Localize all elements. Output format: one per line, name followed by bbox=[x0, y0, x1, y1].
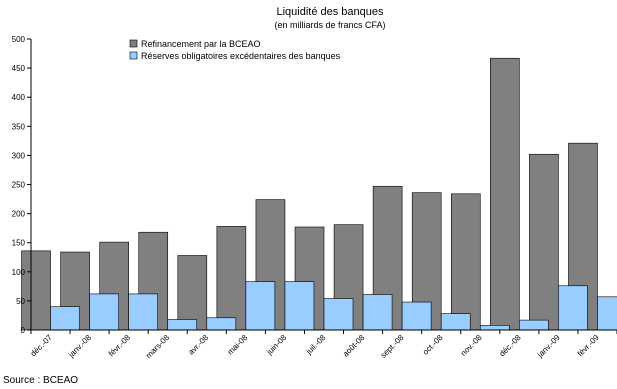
legend-swatch-1 bbox=[129, 51, 138, 60]
bar-refinancement-4 bbox=[177, 255, 208, 331]
chart-legend: Refinancement par la BCEAO Réserves oblig… bbox=[129, 39, 341, 61]
x-tick-label: déc.-07 bbox=[29, 333, 55, 359]
x-tick-label: avr.-08 bbox=[187, 333, 211, 357]
legend-label-0: Refinancement par la BCEAO bbox=[141, 39, 261, 49]
bar-reserves-3 bbox=[167, 319, 198, 331]
x-tick-label: sept.-08 bbox=[379, 333, 406, 360]
bar-reserves-0 bbox=[50, 306, 80, 331]
bar-reserves-7 bbox=[323, 298, 354, 331]
y-tick-label: 150 bbox=[12, 239, 26, 248]
y-tick-label: 50 bbox=[16, 297, 25, 306]
bar-reserves-12 bbox=[519, 319, 549, 331]
x-tick-label: déc.-08 bbox=[498, 333, 524, 359]
bar-refinancement-0 bbox=[21, 250, 51, 331]
legend-swatch-0 bbox=[129, 39, 138, 48]
bar-refinancement-5 bbox=[216, 226, 247, 331]
y-tick-label: 200 bbox=[12, 210, 26, 219]
bar-reserves-10 bbox=[440, 313, 471, 331]
bar-reserves-5 bbox=[245, 281, 276, 331]
bar-reserves-11 bbox=[479, 325, 510, 331]
bar-refinancement-13 bbox=[529, 153, 559, 331]
y-tick-label: 450 bbox=[12, 64, 26, 73]
x-tick-label: mai-08 bbox=[226, 333, 250, 357]
y-tick-label: 250 bbox=[12, 181, 26, 190]
bars-layer bbox=[21, 57, 617, 331]
x-tick-label: août-08 bbox=[341, 333, 367, 359]
bar-reserves-9 bbox=[401, 301, 432, 331]
bar-refinancement-11 bbox=[450, 193, 481, 331]
chart-title: Liquidité des banques bbox=[276, 6, 384, 18]
y-tick-label: 100 bbox=[12, 268, 26, 277]
legend-label-1: Réserves obligatoires excédentaires des … bbox=[141, 51, 341, 61]
x-tick-label: févr.-08 bbox=[107, 333, 133, 359]
x-tick-label: févr.-09 bbox=[576, 333, 602, 359]
y-tick-label: 400 bbox=[12, 93, 26, 102]
x-tick-label: mars-08 bbox=[144, 333, 171, 360]
bar-refinancement-12 bbox=[490, 57, 520, 331]
chart-source: Source : BCEAO bbox=[3, 375, 79, 386]
bar-reserves-8 bbox=[362, 294, 393, 331]
y-tick-label: 500 bbox=[12, 35, 26, 44]
x-tick-label: oct.-08 bbox=[421, 333, 445, 357]
bar-reserves-14 bbox=[597, 296, 617, 331]
bar-reserves-2 bbox=[128, 293, 158, 331]
y-tick-label: 350 bbox=[12, 122, 26, 131]
y-tick-label: 300 bbox=[12, 151, 26, 160]
y-tick-label: 0 bbox=[21, 326, 26, 335]
bar-reserves-1 bbox=[89, 293, 119, 331]
x-tick-label: nov.-08 bbox=[459, 333, 484, 358]
x-tick-label: juin-08 bbox=[264, 333, 288, 357]
bar-reserves-6 bbox=[284, 281, 315, 331]
bar-reserves-4 bbox=[206, 317, 237, 331]
x-tick-label: janv.-08 bbox=[66, 333, 93, 360]
x-tick-label: juil.-08 bbox=[304, 333, 328, 357]
chart-subtitle: (en milliards de francs CFA) bbox=[274, 20, 386, 30]
x-tick-label: janv.-09 bbox=[535, 333, 562, 360]
bar-reserves-13 bbox=[558, 285, 588, 331]
